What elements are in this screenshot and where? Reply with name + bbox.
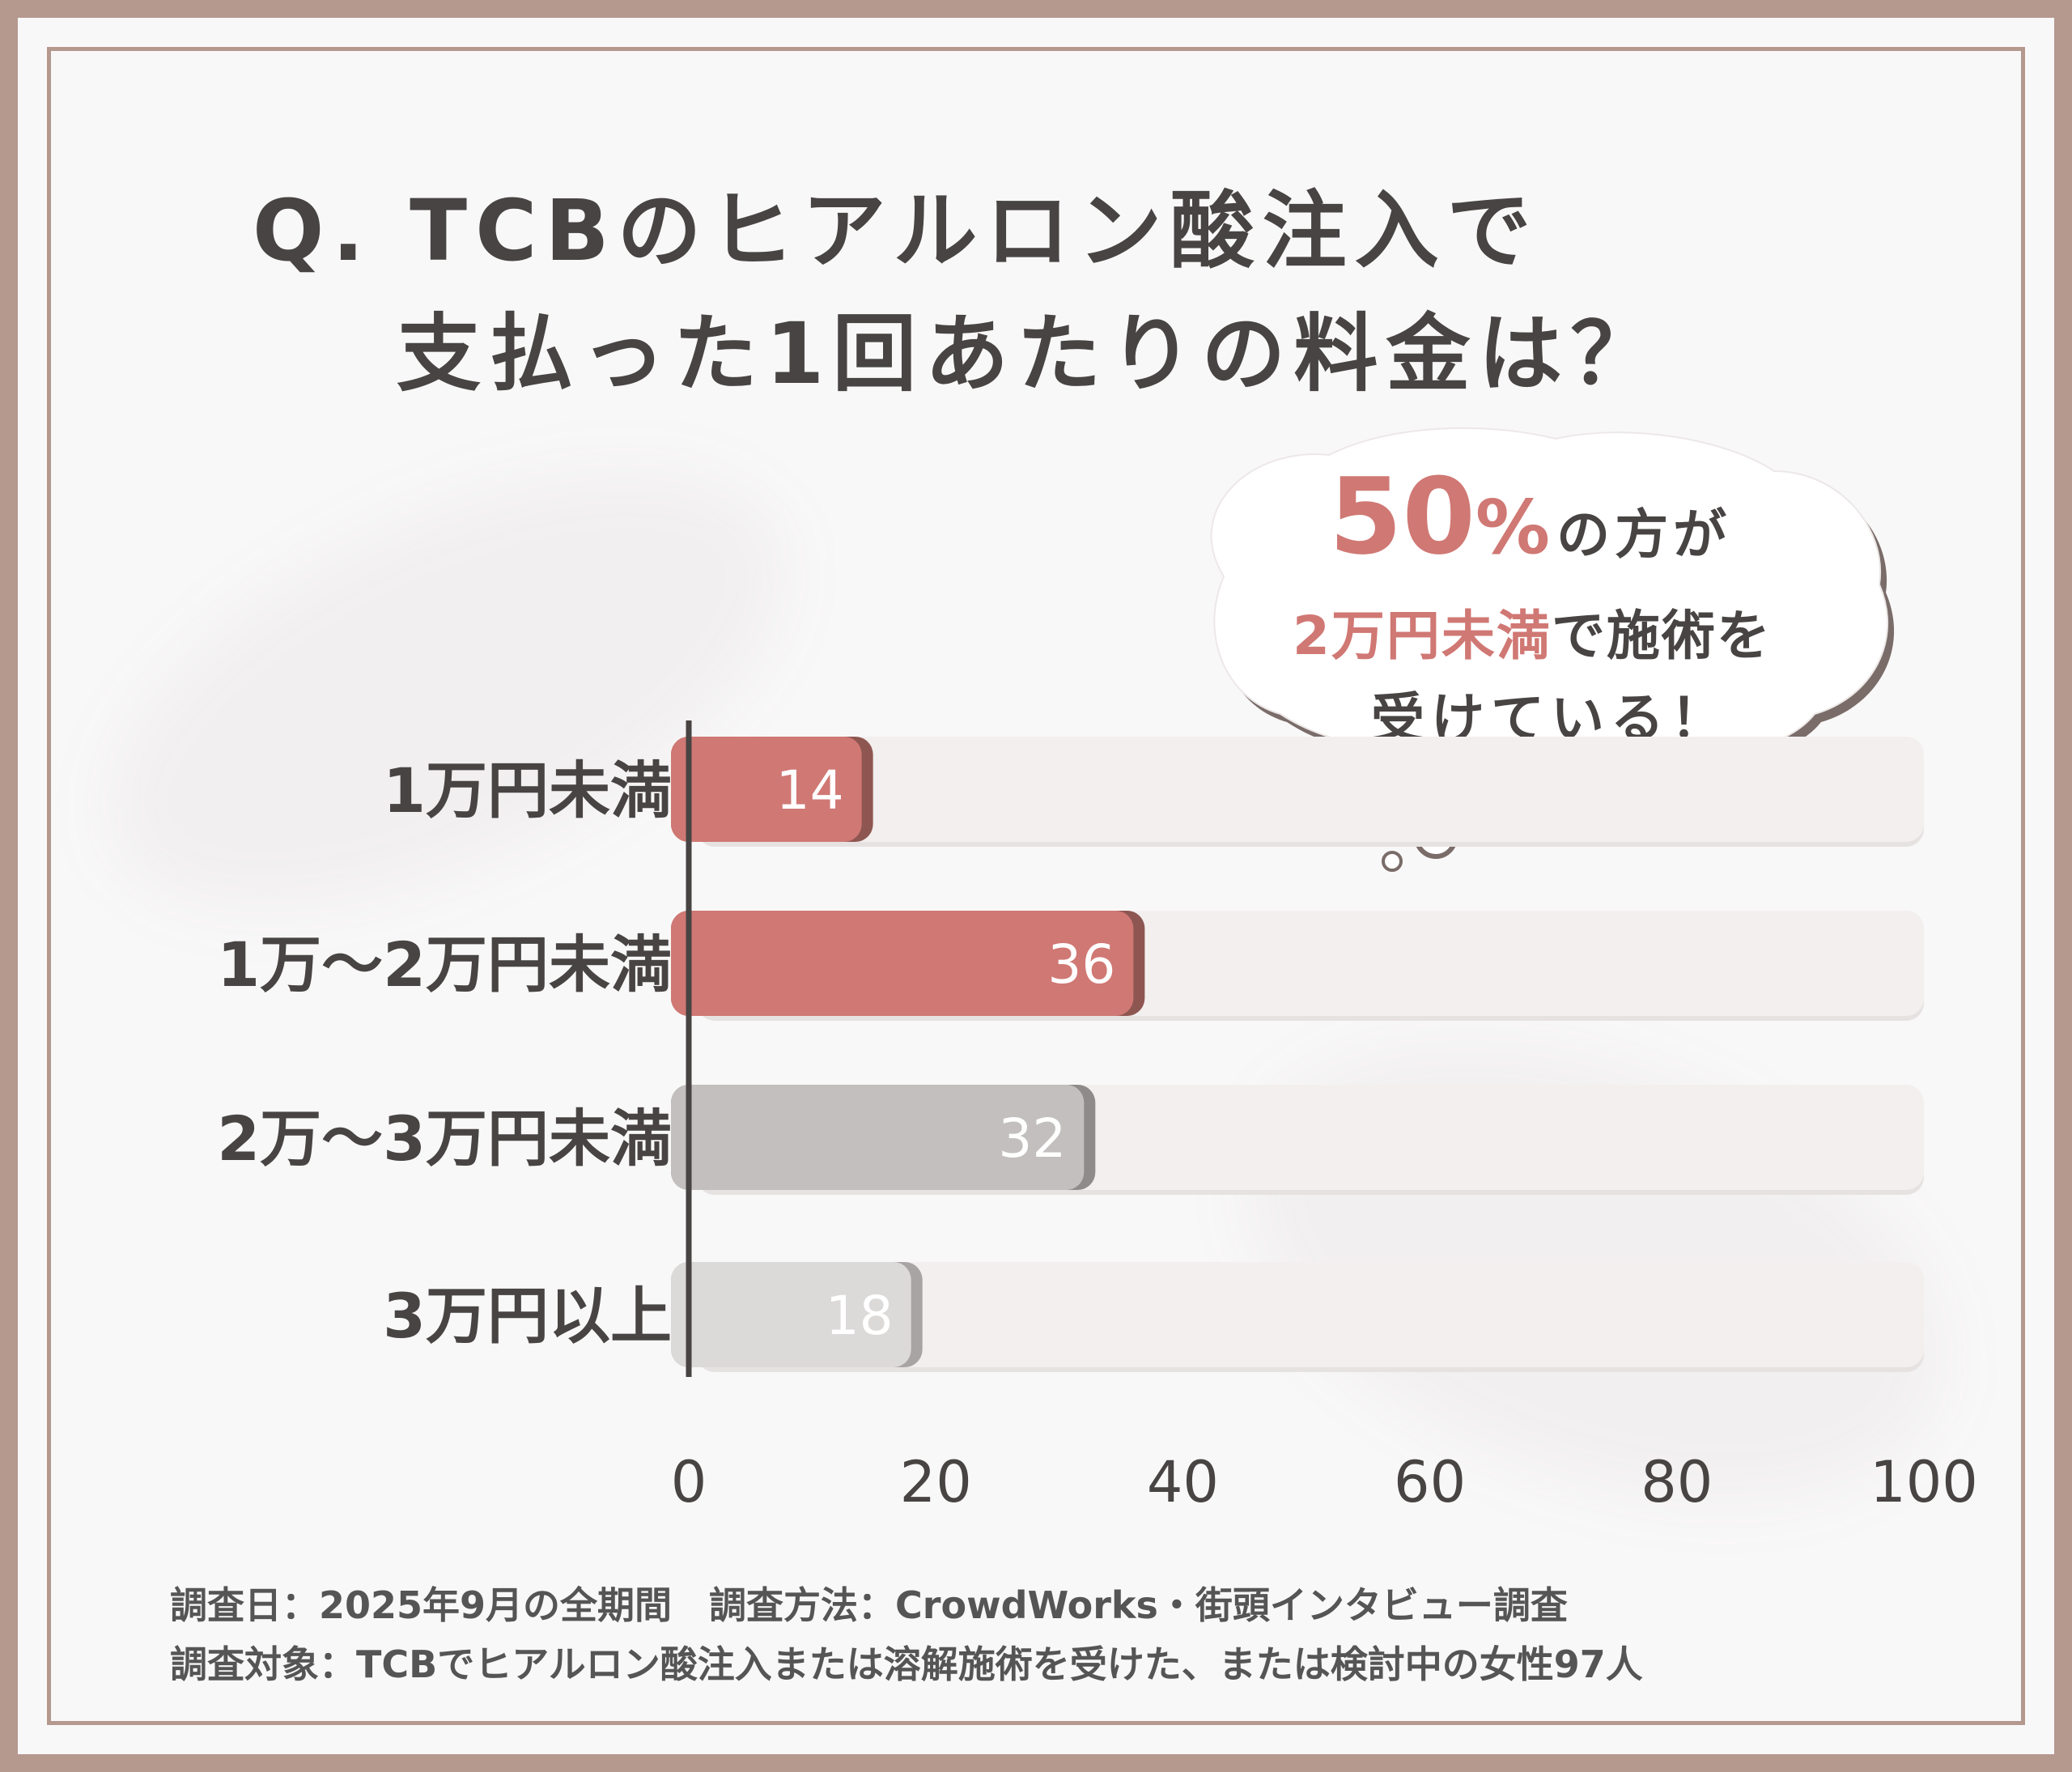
footnote-line1: 調査日：2025年9月の全期間 調査方法：CrowdWorks・街頭インタビュー…: [170, 1583, 1568, 1627]
bars: [671, 737, 1145, 1367]
data-label: 36: [1047, 933, 1115, 996]
x-tick-label: 20: [900, 1449, 972, 1515]
callout-line1: 50% の方が: [1329, 455, 1731, 578]
data-labels: 14 36 32 18: [776, 759, 1116, 1347]
callout-line2: 2万円未満で施術を: [1293, 593, 1772, 670]
bar: [671, 1262, 911, 1367]
chart-frame: Q. TCBのヒアルロン酸注入で 支払った1回あたりの料金は？ 50% の方が 2…: [18, 18, 2054, 1754]
data-label: 32: [998, 1107, 1066, 1170]
x-tick-label: 80: [1641, 1449, 1713, 1515]
callout-percent-sign: %: [1475, 484, 1551, 571]
category-label: 1万～2万円未満: [217, 928, 672, 1001]
category-labels: 1万円未満 1万～2万円未満 2万～3万円未満 3万円以上: [217, 754, 672, 1352]
callout-line2-text: で施術を: [1551, 605, 1772, 667]
category-label: 3万円以上: [383, 1280, 672, 1352]
callout-highlight: 2万円未満: [1293, 605, 1552, 667]
bar: [671, 911, 1134, 1016]
x-tick-labels: 0 20 40 60 80 100: [671, 1449, 1978, 1515]
data-label: 18: [826, 1285, 894, 1347]
bar: [671, 1085, 1085, 1190]
category-label: 2万～3万円未満: [217, 1103, 672, 1175]
x-tick-label: 60: [1394, 1449, 1466, 1515]
data-label: 14: [776, 759, 844, 822]
bar: [671, 737, 862, 842]
callout-percent-value: 50: [1329, 455, 1475, 578]
footnote-line2: 調査対象：TCBでヒアルロン酸注入または溶解施術を受けた、または検討中の女性97…: [170, 1642, 1643, 1686]
thought-dot-small: [1382, 851, 1403, 872]
chart-title-line2: 支払った1回あたりの料金は？: [397, 304, 1663, 403]
x-tick-label: 40: [1147, 1449, 1219, 1515]
category-label: 1万円未満: [383, 754, 672, 827]
bar-chart: 14 36 32 18 1万円未満 1万～2万円未満 2万～3万円未満 3万円以上 0 20 4…: [217, 720, 1978, 1515]
bar-track: [689, 1262, 1924, 1367]
x-tick-label: 0: [671, 1449, 707, 1515]
x-tick-label: 100: [1870, 1449, 1978, 1515]
chart-title-line1: Q. TCBのヒアルロン酸注入で: [253, 181, 1539, 280]
bar-track: [689, 737, 1924, 842]
callout-line1-text: の方が: [1556, 504, 1732, 566]
